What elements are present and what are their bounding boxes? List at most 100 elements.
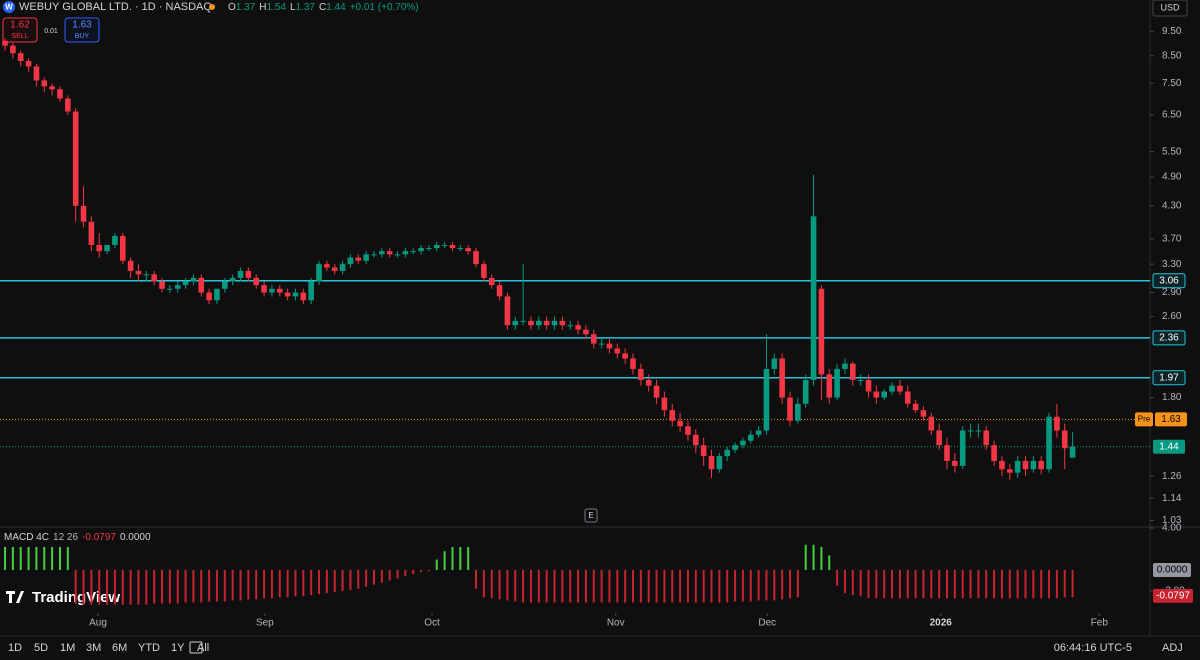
macd-bar — [985, 570, 988, 599]
candle-body — [182, 281, 189, 286]
candle-body — [661, 397, 668, 411]
candle-body — [449, 244, 456, 249]
macd-bar — [420, 570, 423, 573]
macd-bar — [765, 570, 768, 601]
macd-bar — [90, 570, 93, 605]
candle-body — [481, 264, 487, 278]
signal-tag — [1153, 563, 1191, 577]
ohlc-value: 1.37 — [296, 2, 316, 13]
candle-body — [65, 98, 71, 112]
symbol-title[interactable]: WEBUY GLOBAL LTD. · 1D · NASDAQ — [19, 1, 212, 13]
candle-body — [135, 270, 142, 275]
macd-bar — [781, 570, 784, 600]
candle-body — [693, 434, 699, 446]
sell-price[interactable]: 1.62 — [10, 20, 30, 31]
candle-body — [873, 391, 880, 398]
buy-price[interactable]: 1.63 — [72, 20, 92, 31]
macd-bar — [647, 570, 650, 603]
macd-signal: 0.0000 — [120, 532, 151, 543]
macd-bar — [632, 570, 635, 603]
candle-body — [944, 445, 950, 461]
candle-body — [857, 379, 864, 381]
macd-bar — [278, 570, 281, 598]
candle-body — [127, 260, 134, 271]
macd-bar — [325, 570, 328, 594]
candle-body — [379, 251, 385, 255]
x-tick-label: Nov — [607, 618, 625, 629]
candle-body — [779, 358, 785, 398]
candle-body — [112, 235, 118, 245]
sell-label[interactable]: SELL — [11, 33, 28, 40]
macd-bar — [404, 570, 407, 577]
macd-bar — [773, 570, 776, 601]
buy-label[interactable]: BUY — [75, 33, 90, 40]
level-tag-label: 3.06 — [1159, 275, 1179, 286]
candle-body — [151, 274, 157, 282]
candle-body — [912, 403, 919, 411]
candle-body — [536, 320, 542, 326]
candle-body — [292, 292, 299, 297]
x-tick-label: Aug — [89, 618, 107, 629]
range-button[interactable]: 1D — [8, 642, 22, 654]
range-button[interactable]: YTD — [138, 642, 160, 654]
earnings-marker[interactable]: E — [588, 511, 593, 520]
candle-body — [2, 40, 8, 46]
candle-body — [17, 53, 24, 62]
candle-body — [512, 320, 519, 326]
range-button[interactable]: All — [197, 642, 209, 654]
earnings-box[interactable] — [584, 508, 598, 523]
macd-bar — [577, 570, 580, 603]
session-icon — [209, 4, 215, 10]
currency-box[interactable] — [1152, 0, 1188, 17]
macd-bar — [113, 570, 116, 605]
macd-bar — [35, 546, 38, 570]
macd-params: 12 26 — [53, 532, 78, 543]
candle-body — [1030, 460, 1037, 470]
macd-bar — [98, 570, 101, 605]
macd-bar — [529, 570, 532, 603]
macd-bar — [168, 570, 171, 604]
range-button[interactable]: 6M — [112, 642, 127, 654]
candle-body — [614, 348, 621, 354]
candle-body — [253, 277, 260, 286]
currency[interactable]: USD — [1160, 2, 1180, 12]
buy-button[interactable] — [64, 17, 100, 43]
macd-bar — [475, 570, 478, 589]
candle-body — [630, 358, 636, 369]
macd-bar — [718, 570, 721, 603]
candle-body — [842, 363, 848, 369]
macd-bar — [184, 570, 187, 603]
y-tick-label: 4.90 — [1162, 172, 1182, 183]
logo-icon — [6, 591, 24, 603]
macd-bar — [19, 546, 22, 570]
macd-bar — [584, 570, 587, 603]
macd-bar — [318, 570, 321, 595]
macd-bar — [679, 570, 682, 603]
candle-body — [850, 363, 856, 380]
candle-body — [685, 426, 691, 435]
candle-body — [284, 292, 291, 297]
macd-bar — [1024, 570, 1027, 599]
sell-button[interactable] — [2, 17, 38, 43]
y-tick-label: 8.50 — [1162, 50, 1182, 61]
candle-body — [198, 277, 205, 293]
range-button[interactable]: 1Y — [171, 642, 185, 654]
calendar-icon[interactable] — [189, 641, 203, 654]
macd-bar — [608, 570, 611, 603]
macd-bar — [396, 570, 399, 579]
macd-bar — [616, 570, 619, 603]
range-button[interactable]: 5D — [34, 642, 48, 654]
adjust-toggle[interactable]: ADJ — [1162, 642, 1183, 654]
range-button[interactable]: 1M — [60, 642, 75, 654]
candle-body — [787, 397, 793, 421]
candle-body — [575, 325, 581, 330]
candle-body — [826, 374, 833, 398]
candle-body — [716, 456, 723, 470]
range-button[interactable]: 3M — [86, 642, 101, 654]
macd-bar — [922, 570, 925, 599]
macd-bar — [977, 570, 980, 599]
candle-body — [237, 270, 244, 278]
macd-bar — [1016, 570, 1019, 599]
macd-bar — [875, 570, 878, 599]
candle-body — [473, 251, 479, 265]
